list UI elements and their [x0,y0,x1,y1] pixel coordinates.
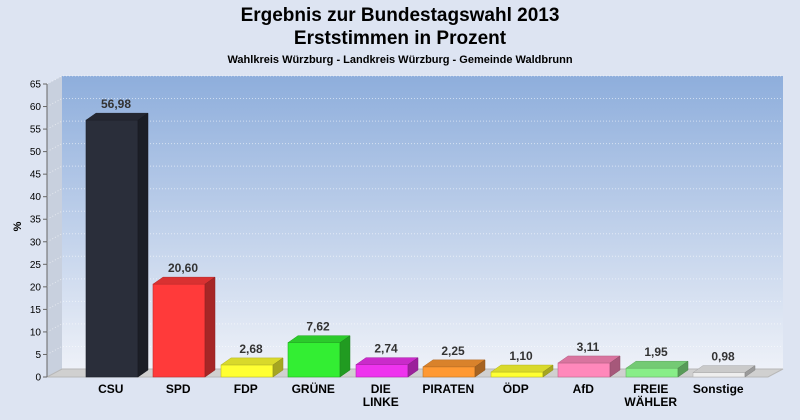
y-tick-label: 15 [30,305,42,316]
bar-side [204,276,216,378]
bar-top [355,357,419,365]
bar [287,335,351,378]
bar-side [677,360,689,378]
y-tick-label: 65 [30,80,42,91]
bar-side [407,357,419,378]
chart-title-line1: Ergebnis zur Bundestagswahl 2013 [240,5,560,26]
data-label: 56,98 [101,97,131,111]
bar-top [220,357,284,366]
bar-top [557,355,621,364]
x-tick-label: SPD [166,382,191,396]
data-label: 0,98 [711,350,735,364]
chart-subtitle: Wahlkreis Würzburg - Landkreis Würzburg … [227,54,573,66]
bar-front [85,119,139,378]
x-tick-label: PIRATEN [422,382,474,396]
bar-top [287,335,351,343]
bar-side [272,357,284,378]
bar [422,359,486,378]
data-label: 20,60 [168,261,198,275]
y-tick-label: 40 [30,192,42,203]
y-tick-label: 5 [35,350,41,361]
y-tick-label: 45 [30,170,42,181]
bars [85,112,756,378]
bar-side [339,335,351,378]
bar [152,276,216,378]
y-tick-label: 50 [30,147,42,158]
bar-top [490,364,554,373]
bar [220,357,284,378]
x-tick-label: GRÜNE [292,381,335,396]
y-tick-label: 20 [30,282,42,293]
data-label: 2,25 [441,344,465,358]
y-tick-label: 60 [30,102,42,113]
x-tick-label: WÄHLER [624,394,677,409]
y-tick-label: 0 [35,373,41,384]
x-tick-label: FREIE [633,382,668,396]
bar-front [152,283,206,378]
bar-top [692,365,756,373]
data-label: 1,95 [644,345,668,359]
x-tick-label: FDP [234,382,258,396]
y-axis-label: % [12,221,24,231]
bar [692,365,756,378]
x-tick-label: DIE [371,382,391,396]
y-tick-label: 10 [30,327,42,338]
y-axis: 0 5 10 15 20 25 30 35 40 45 50 55 60 65% [12,80,48,384]
bar-front [557,362,611,378]
x-tick-label: ÖDP [503,381,529,396]
bar-side [609,355,621,378]
y-tick-label: 25 [30,260,42,271]
bar [490,364,554,378]
x-tick-label: CSU [98,382,123,396]
x-tick-label: LINKE [363,395,399,409]
bar-side [474,359,486,378]
bar [355,357,419,378]
data-label: 2,68 [239,342,263,356]
bar [85,112,149,378]
data-label: 1,10 [509,349,533,363]
bar-front [625,367,679,378]
data-label: 3,11 [577,340,600,354]
bar-top [85,112,149,121]
y-tick-label: 30 [30,237,42,248]
bar-side [137,112,149,378]
bar-top [422,359,486,368]
bar-front [287,342,341,378]
labels: 56,98 CSU 20,60 SPD 2,68 FDP 7,62 GRÜNE 2,74 DIEL… [98,97,744,409]
x-tick-label: Sonstige [693,382,744,396]
bar-front [692,372,746,378]
y-tick-label: 55 [30,125,42,136]
data-label: 7,62 [306,320,330,334]
x-tick-label: AfD [573,382,595,396]
bar-front [422,366,476,378]
bar [625,360,689,378]
bar-side [542,364,554,378]
chart-title-line2: Erststimmen in Prozent [293,28,507,49]
bar-front [220,364,274,378]
data-label: 2,74 [374,342,398,356]
bar-side [744,365,756,378]
bar-front [490,371,544,378]
chart-title-block: Ergebnis zur Bundestagswahl 2013 Erststi… [0,4,800,66]
bar-front [355,364,409,378]
y-tick-label: 35 [30,215,42,226]
plot-side-wall [47,76,62,377]
bar-top [152,276,216,285]
bar [557,355,621,378]
bar-top [625,360,689,369]
